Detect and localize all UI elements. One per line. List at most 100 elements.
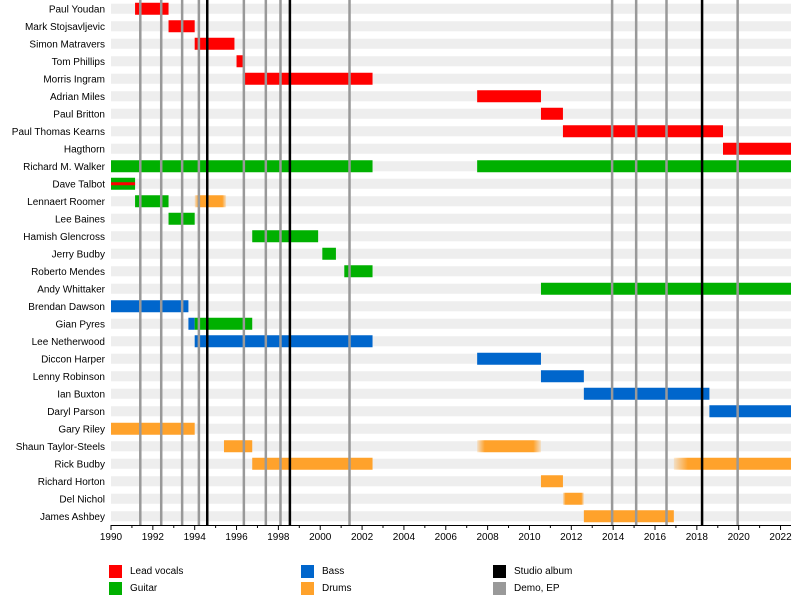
bass-swatch — [301, 565, 314, 578]
member-name-label: Tom Phillips — [52, 57, 105, 68]
member-bar-lead-vocals — [540, 107, 563, 120]
row-stripe — [111, 161, 791, 172]
drums-swatch — [301, 582, 314, 595]
member-name-label: Paul Youdan — [49, 4, 105, 15]
member-name-label: Lee Baines — [55, 214, 105, 225]
member-name-label: Andy Whittaker — [37, 284, 105, 295]
x-tick-label: 2016 — [644, 532, 667, 543]
legend-label: Drums — [322, 583, 352, 594]
row-stripe — [111, 248, 791, 259]
member-bar-lead-vocals — [242, 72, 373, 85]
x-tick-label: 2008 — [476, 532, 499, 543]
legend-label: Demo, EP — [514, 583, 560, 594]
x-tick-label: 1992 — [142, 532, 165, 543]
member-bar-guitar — [194, 317, 253, 330]
row-stripe — [111, 3, 791, 14]
row-stripe — [111, 423, 791, 434]
member-bar-bass — [583, 387, 710, 400]
member-bar-drums — [111, 422, 195, 435]
x-tick-label: 2002 — [351, 532, 374, 543]
member-bar-guitar — [477, 160, 791, 173]
row-stripe — [111, 301, 791, 312]
row-stripe — [111, 73, 791, 84]
member-bar-bass — [477, 352, 541, 365]
legend-item-lead-vocals: Lead vocals — [109, 565, 183, 578]
row-stripe — [111, 196, 791, 207]
member-name-label: Adrian Miles — [50, 92, 105, 103]
row-stripes — [111, 3, 791, 522]
legend-item-drums: Drums — [301, 582, 351, 595]
member-name-label: Rick Budby — [54, 459, 105, 470]
member-name-label: Ian Buxton — [57, 389, 105, 400]
row-stripe — [111, 353, 791, 364]
member-name-label: Daryl Parson — [47, 407, 105, 418]
member-bar-drums — [223, 440, 253, 453]
row-stripe — [111, 56, 791, 67]
timeline-chart: Paul Youdan Mark Stojsavljevic Simon Matra… — [12, 0, 792, 543]
x-tick-label: 2012 — [560, 532, 583, 543]
member-bar-lead-vocals — [194, 37, 235, 50]
row-stripe — [111, 126, 791, 137]
row-stripe — [111, 441, 791, 452]
member-name-label: Hamish Glencross — [23, 232, 105, 243]
x-tick-label: 1990 — [100, 532, 123, 543]
row-stripe — [111, 213, 791, 224]
member-bar-drums — [194, 195, 227, 208]
x-tick-label: 2018 — [686, 532, 709, 543]
lead-vocals-swatch — [109, 565, 122, 578]
member-bar-guitar — [344, 265, 373, 278]
legend-item-studio-album: Studio album — [493, 565, 572, 578]
member-bar-bass — [194, 335, 373, 348]
legend-label: Bass — [322, 566, 345, 577]
row-stripe — [111, 493, 791, 504]
member-bar-lead-vocals — [236, 55, 243, 68]
demo-ep-swatch — [493, 582, 506, 595]
legend-item-guitar: Guitar — [109, 582, 157, 595]
member-name-label: Roberto Mendes — [31, 267, 105, 278]
legend-label: Studio album — [514, 566, 573, 577]
row-stripe — [111, 91, 791, 102]
x-tick-label: 2006 — [435, 532, 458, 543]
x-tick-label: 2000 — [309, 532, 332, 543]
member-name-label: Simon Matravers — [29, 39, 105, 50]
member-name-label: Richard Horton — [38, 477, 105, 488]
legend-item-bass: Bass — [301, 565, 344, 578]
member-name-label: Morris Ingram — [43, 74, 105, 85]
row-stripe — [111, 283, 791, 294]
member-name-label: Diccon Harper — [41, 354, 106, 365]
legend-label: Lead vocals — [130, 566, 184, 577]
member-bar-drums — [562, 492, 584, 505]
member-name-label: Del Nichol — [59, 494, 105, 505]
member-bar-lead-vocals — [723, 142, 791, 155]
member-bar-bass — [188, 317, 195, 330]
row-stripe — [111, 371, 791, 382]
member-bar-drums — [252, 457, 373, 470]
member-name-label: Paul Thomas Kearns — [12, 127, 105, 138]
member-bar-lead-vocals — [111, 182, 136, 186]
row-stripe — [111, 231, 791, 242]
x-axis: 1990 1992 1994 1996 1998 2000 2002 2004 2006 2008… — [100, 525, 792, 543]
x-tick-label: 1994 — [184, 532, 207, 543]
member-name-label: Richard M. Walker — [23, 162, 106, 173]
row-stripe — [111, 388, 791, 399]
row-stripe — [111, 406, 791, 417]
member-bar-drums — [477, 440, 541, 453]
row-stripe — [111, 143, 791, 154]
member-name-label: James Ashbey — [40, 512, 105, 523]
member-name-label: Jerry Budby — [52, 249, 105, 260]
member-bar-bass — [540, 370, 584, 383]
x-tick-label: 2010 — [518, 532, 541, 543]
member-bar-drums — [583, 510, 674, 523]
member-name-label: Gary Riley — [58, 424, 105, 435]
x-tick-label: 2004 — [393, 532, 416, 543]
row-stripe — [111, 266, 791, 277]
row-stripe — [111, 38, 791, 49]
member-name-label: Brendan Dawson — [28, 302, 105, 313]
row-stripe — [111, 336, 791, 347]
member-name-label: Dave Talbot — [52, 179, 105, 190]
row-stripe — [111, 178, 791, 189]
member-name-label: Gian Pyres — [56, 319, 105, 330]
row-stripe — [111, 318, 791, 329]
member-bar-drums — [540, 475, 563, 488]
studio-album-swatch — [493, 565, 506, 578]
